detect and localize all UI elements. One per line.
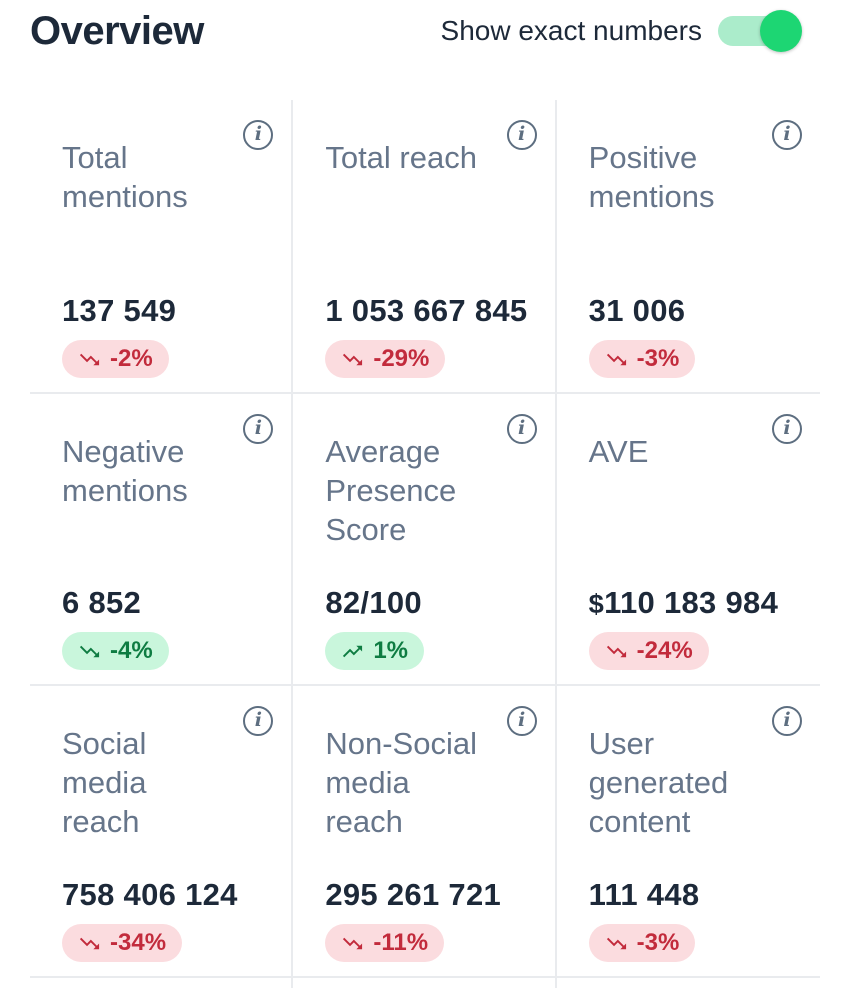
metric-card-partial <box>30 976 294 988</box>
trend-percent: -34% <box>110 929 167 956</box>
info-icon[interactable]: i <box>243 414 274 444</box>
trend-badge: -2% <box>62 340 169 378</box>
metrics-grid: i Total mentions 137 549 -2% i Total rea… <box>30 100 820 988</box>
info-icon[interactable]: i <box>243 706 274 736</box>
trend-badge: -3% <box>588 924 696 962</box>
trend-percent: 1% <box>373 637 409 664</box>
metric-label: Average Presence Score <box>325 434 457 547</box>
trending-down-icon <box>343 353 363 365</box>
metric-card: i Average Presence Score 82/100 1% <box>293 392 557 684</box>
trend-percent: -11% <box>373 929 429 956</box>
trending-down-icon <box>343 937 363 949</box>
trend-percent: -3% <box>636 929 680 956</box>
trending-down-icon <box>606 645 626 657</box>
trend-badge: -24% <box>588 632 709 670</box>
trend-badge: -11% <box>325 924 445 962</box>
metric-value: 111 448 <box>588 877 700 912</box>
metric-label: Total reach <box>325 140 477 175</box>
metric-value: 31 006 <box>588 293 686 328</box>
metric-value: 758 406 124 <box>62 877 238 912</box>
trending-down-icon <box>606 353 626 365</box>
metric-card-partial <box>293 976 557 988</box>
metric-card: i Positive mentions 31 006 -3% <box>556 100 820 392</box>
trend-percent: -3% <box>636 345 680 372</box>
toggle-label: Show exact numbers <box>440 15 702 46</box>
trending-down-icon <box>79 937 100 949</box>
trend-badge: -29% <box>325 340 446 378</box>
trend-percent: -4% <box>110 637 153 664</box>
trending-down-icon <box>79 645 100 657</box>
metric-value: 82/100 <box>325 585 422 620</box>
info-icon[interactable]: i <box>506 120 537 150</box>
metric-card: i AVE $110 183 984 -24% <box>556 392 820 684</box>
trend-badge: -4% <box>62 632 169 670</box>
trending-down-icon <box>79 353 100 365</box>
metric-value: 1 053 667 845 <box>325 293 528 328</box>
info-icon[interactable]: i <box>772 414 802 444</box>
exact-numbers-control: Show exact numbers <box>440 10 802 52</box>
info-icon[interactable]: i <box>243 120 274 150</box>
metric-label: Social media reach <box>62 726 147 839</box>
metric-card: i Non-Social media reach 295 261 721 -11… <box>293 684 557 976</box>
metric-card: i User generated content 111 448 -3% <box>556 684 820 976</box>
trend-percent: -2% <box>110 345 153 372</box>
info-icon[interactable]: i <box>506 706 537 736</box>
header: Overview Show exact numbers <box>0 0 850 100</box>
info-icon[interactable]: i <box>506 414 537 444</box>
metric-card: i Total mentions 137 549 -2% <box>30 100 294 392</box>
metric-value: 6 852 <box>62 585 142 620</box>
metric-value: $110 183 984 <box>588 585 779 620</box>
currency-prefix: $ <box>588 588 605 619</box>
metric-card-partial <box>556 976 820 988</box>
trending-down-icon <box>606 937 626 949</box>
metric-card: i Social media reach 758 406 124 -34% <box>30 684 294 976</box>
metric-label: User generated content <box>588 726 729 839</box>
metric-label: Positive mentions <box>588 140 715 214</box>
info-icon[interactable]: i <box>772 706 802 736</box>
metric-label: Negative mentions <box>62 434 188 508</box>
metric-label: Total mentions <box>62 140 188 214</box>
metric-value: 295 261 721 <box>325 877 502 912</box>
metric-label: Non-Social media reach <box>325 726 477 839</box>
toggle-knob <box>760 10 802 52</box>
metric-label: AVE <box>588 434 649 469</box>
exact-numbers-toggle[interactable] <box>718 10 802 52</box>
metric-value: 137 549 <box>62 293 177 328</box>
trending-up-icon <box>343 645 363 657</box>
metric-card: i Negative mentions 6 852 -4% <box>30 392 294 684</box>
metric-card: i Total reach 1 053 667 845 -29% <box>293 100 557 392</box>
trend-badge: -3% <box>588 340 696 378</box>
trend-percent: -29% <box>373 345 430 372</box>
page-title: Overview <box>30 9 204 53</box>
trend-badge: 1% <box>325 632 425 670</box>
trend-percent: -24% <box>636 637 693 664</box>
info-icon[interactable]: i <box>772 120 802 150</box>
trend-badge: -34% <box>62 924 183 962</box>
